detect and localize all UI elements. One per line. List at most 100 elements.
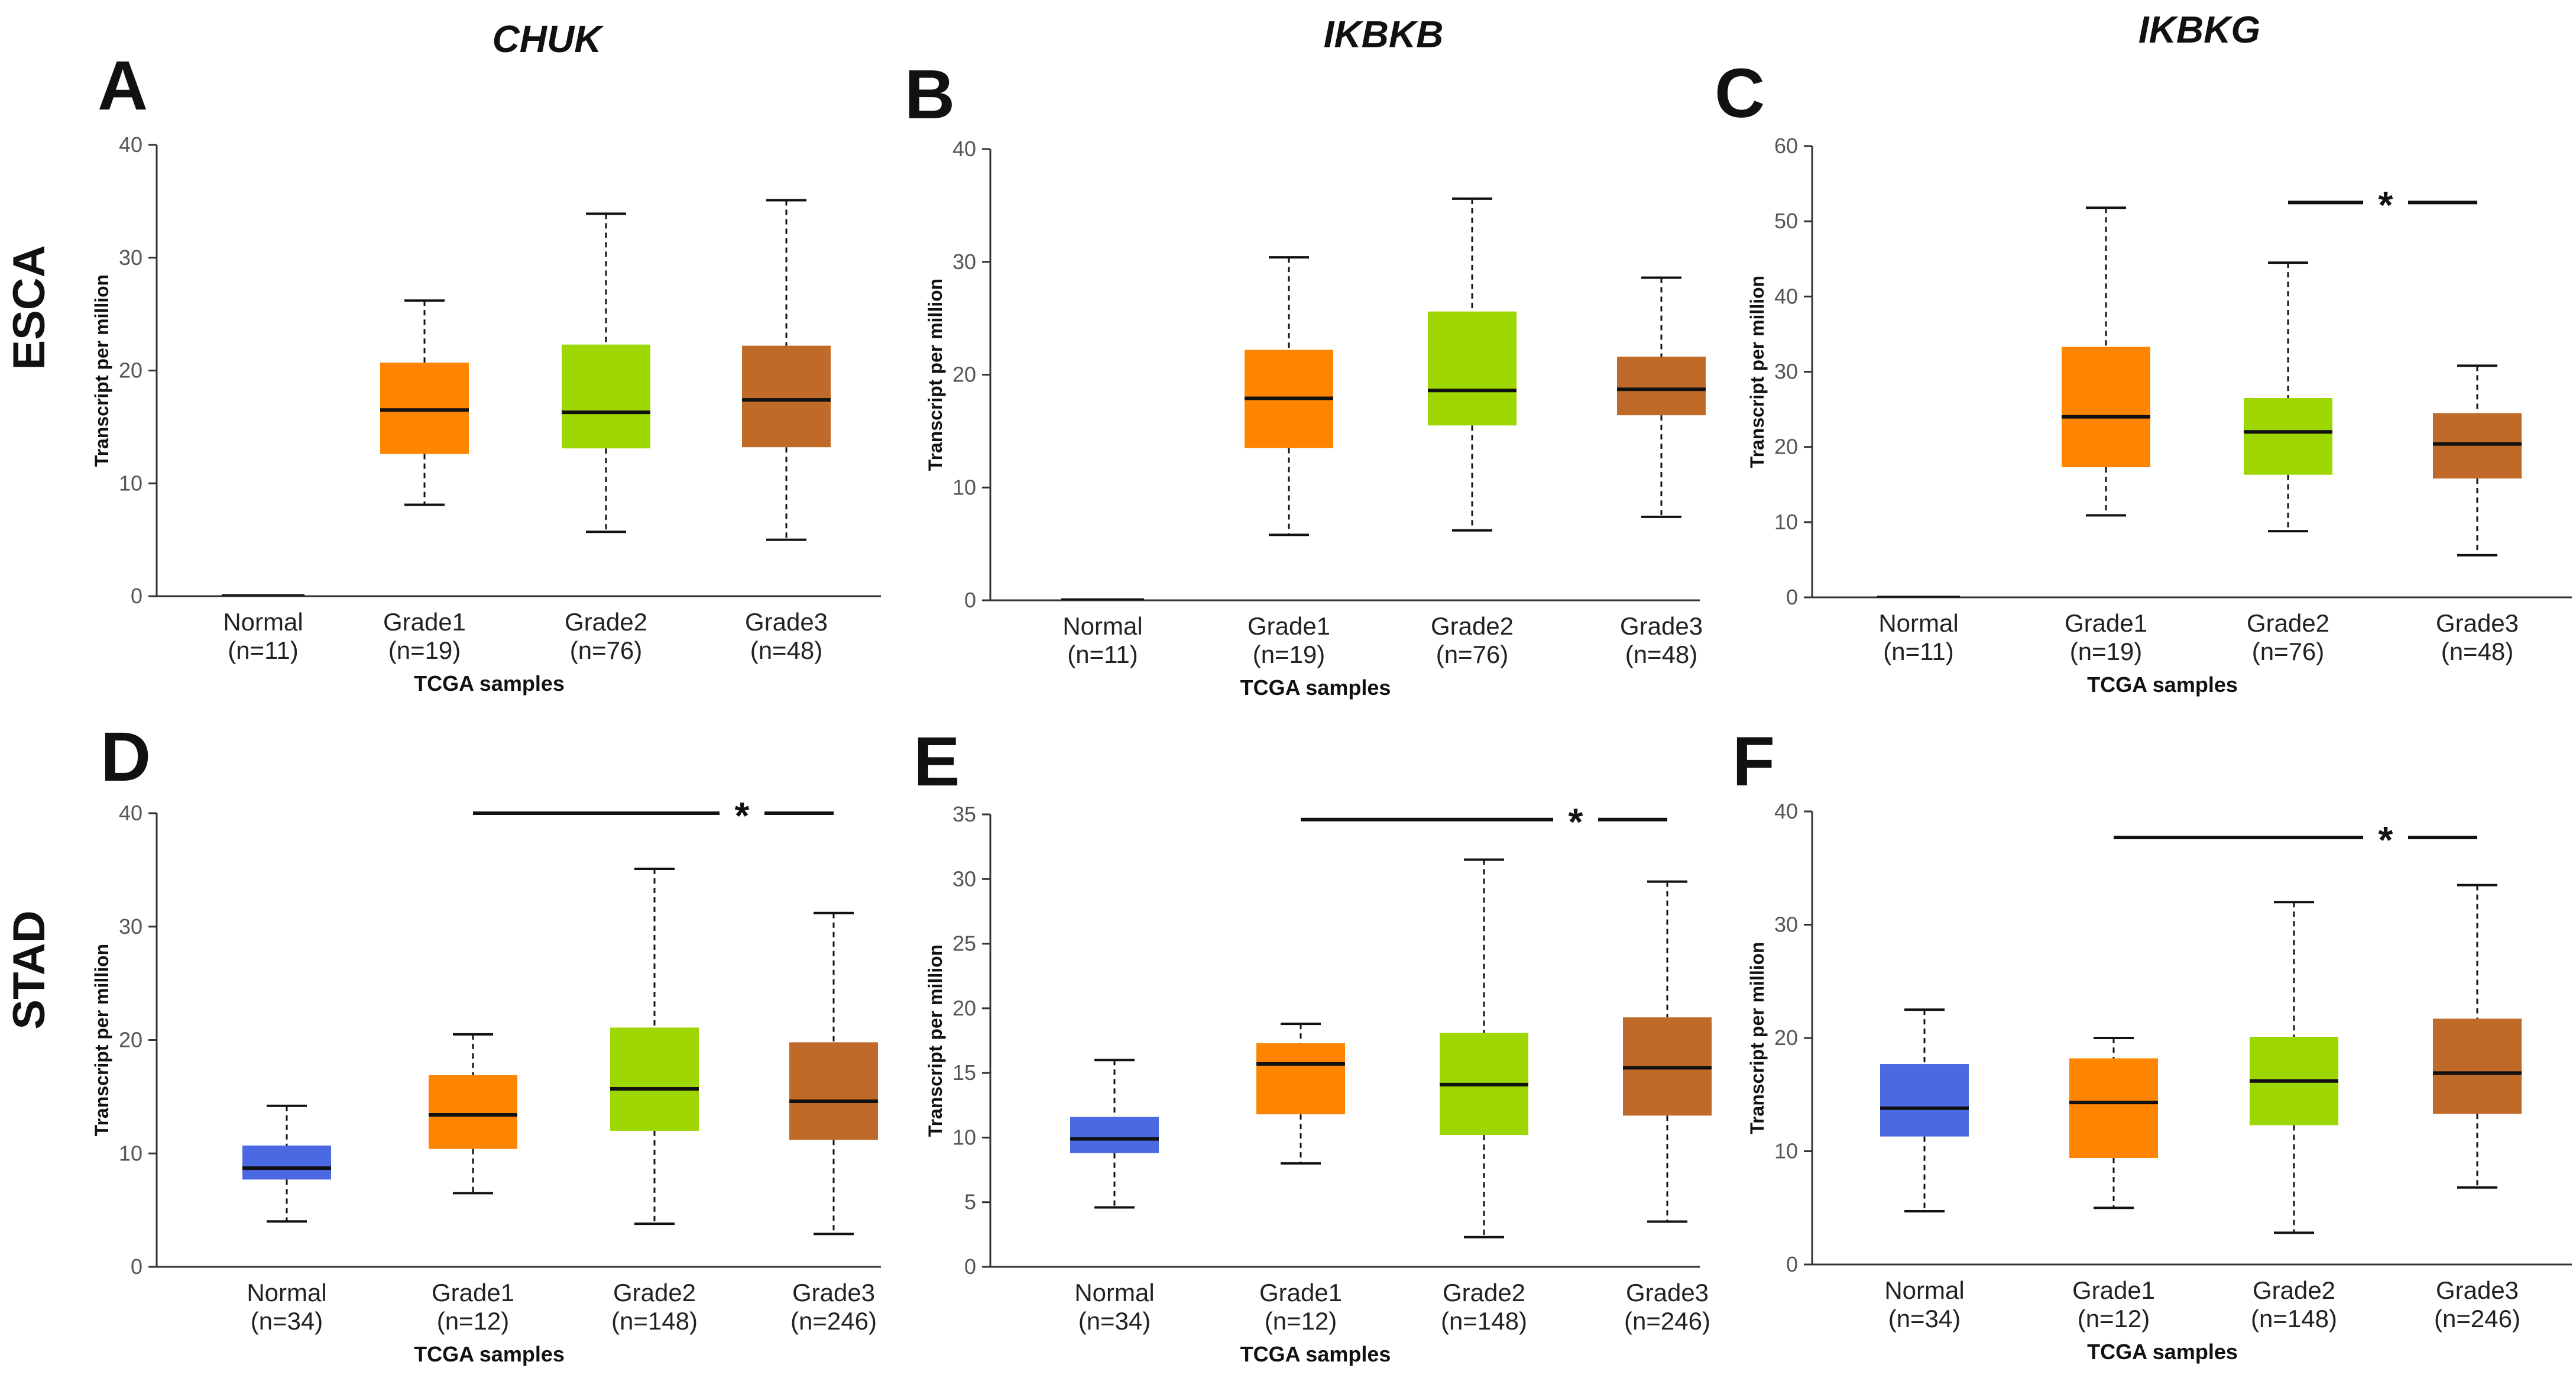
sample-size-label: (n=12) [2078,1305,2150,1333]
panel-letter: C [1715,54,1765,132]
sample-size-label: (n=34) [1888,1305,1961,1333]
y-tick-label: 30 [952,866,976,891]
box-grade2 [1440,858,1528,1238]
category-label: Normal [1062,612,1142,640]
panel-letter: E [913,723,960,801]
sample-size-label: (n=76) [570,636,643,664]
box-normal [1880,1008,1969,1212]
row-label-esca: ESCA [4,245,54,370]
sample-size-label: (n=76) [2252,638,2325,665]
y-tick-label: 10 [952,1125,976,1149]
x-axis-label: TCGA samples [1240,675,1391,700]
y-tick-label: 40 [1774,284,1798,308]
category-label: Normal [1878,609,1958,637]
iqr-box [742,345,831,448]
y-axis-label: Transcript per million [1747,942,1768,1134]
box-grade1 [1245,256,1333,536]
x-axis-label: TCGA samples [414,1342,565,1366]
box-grade1 [429,1033,517,1195]
box-grade1 [2069,1037,2158,1209]
sample-size-label: (n=34) [1078,1307,1151,1335]
iqr-box [2433,1018,2522,1114]
category-label: Grade2 [1431,612,1514,640]
panel-letter: A [98,47,148,125]
category-label: Grade3 [1626,1279,1709,1306]
box-grade3 [742,199,831,541]
y-tick-label: 20 [952,996,976,1020]
iqr-box [242,1145,331,1180]
iqr-box [2062,347,2150,468]
category-label: Grade1 [2072,1276,2155,1304]
category-label: Grade3 [792,1279,875,1306]
iqr-box [2244,398,2332,475]
y-tick-label: 0 [964,588,976,612]
box-grade1 [1256,1023,1345,1165]
box-grade2 [2250,901,2338,1234]
box-grade1 [380,299,469,506]
iqr-box [1880,1064,1969,1137]
y-tick-label: 60 [1774,134,1798,158]
y-tick-label: 15 [952,1060,976,1085]
sample-size-label: (n=11) [1883,638,1953,665]
category-label: Grade2 [1443,1279,1525,1306]
box-grade2 [1428,197,1517,532]
significance-star: * [1569,801,1583,843]
sample-size-label: (n=19) [388,636,461,664]
header-layer: CHUK IKBKB IKBKG ESCA STAD [4,8,2260,1030]
category-label: Normal [247,1279,326,1306]
sample-size-label: (n=19) [2070,638,2143,665]
category-label: Grade2 [2247,609,2329,637]
x-axis-label: TCGA samples [414,671,565,696]
y-tick-label: 10 [119,471,142,495]
significance-star: * [2379,183,2393,226]
sample-size-label: (n=246) [2434,1305,2520,1333]
category-label: Grade2 [2253,1276,2335,1304]
box-grade1 [2062,206,2150,517]
box-grade3 [789,911,878,1236]
panel-b: B 0 10 20 30 40 Transcript per million TCGA sam… [905,56,1706,700]
category-label: Grade3 [2436,1276,2519,1304]
y-tick-label: 50 [1774,209,1798,233]
y-tick-label: 10 [1774,1139,1798,1163]
sample-size-label: (n=48) [2441,638,2514,665]
category-label: Grade2 [613,1279,696,1306]
panel-c: C 0 10 20 30 40 50 60 Transcript per million TCGA… [1715,54,2572,697]
sample-size-label: (n=246) [790,1307,877,1335]
category-label: Grade1 [432,1279,514,1306]
significance-star: * [735,794,750,837]
category-label: Normal [1074,1279,1154,1306]
category-label: Grade1 [1259,1279,1342,1306]
x-axis-label: TCGA samples [2087,672,2238,697]
y-tick-label: 5 [964,1190,976,1214]
box-grade3 [1623,880,1712,1223]
category-label: Normal [223,608,303,636]
y-tick-label: 0 [1786,1252,1798,1276]
y-axis-label: Transcript per million [91,274,112,467]
sample-size-label: (n=48) [750,636,823,664]
box-grade2 [562,212,650,533]
category-label: Grade1 [2065,609,2147,637]
iqr-box [1070,1117,1159,1153]
box-normal [1070,1059,1159,1209]
y-tick-label: 30 [119,914,142,939]
iqr-box [610,1027,699,1131]
category-label: Grade2 [565,608,647,636]
y-axis-label: Transcript per million [1747,276,1768,468]
y-tick-label: 25 [952,932,976,956]
iqr-box [562,344,650,449]
y-tick-label: 20 [119,358,142,383]
box-grade2 [610,867,699,1225]
y-tick-label: 10 [1774,510,1798,534]
panel-a: A 0 10 20 30 40 Transcript per million TCGA sam… [91,47,881,696]
y-axis-label: Transcript per million [925,945,946,1137]
y-tick-label: 20 [952,363,976,387]
y-tick-label: 40 [119,132,142,157]
sample-size-label: (n=12) [1265,1307,1337,1335]
panel-letter: F [1732,723,1775,801]
y-tick-label: 10 [119,1141,142,1165]
iqr-box [1428,311,1517,426]
panel-f: F 0 10 20 30 40 Transcript per million TCGA sam… [1732,723,2572,1364]
iqr-box [2433,413,2522,479]
sample-size-label: (n=12) [437,1307,510,1335]
